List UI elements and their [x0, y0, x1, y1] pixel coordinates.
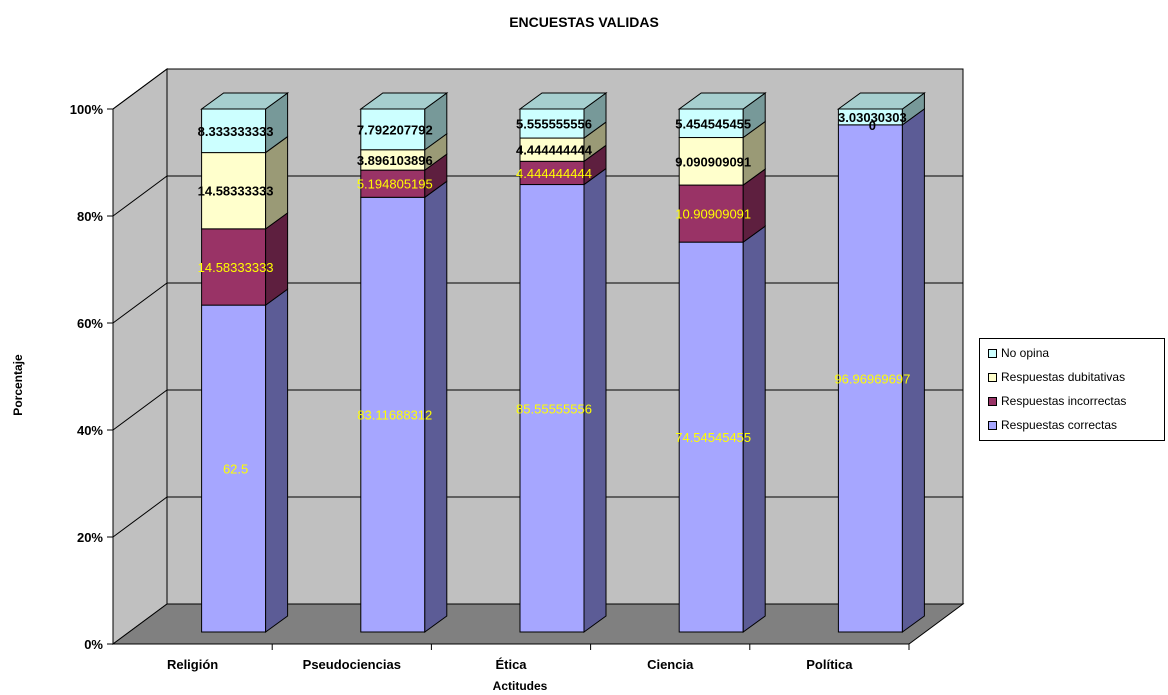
x-tick-label-pseudociencias: Pseudociencias [303, 657, 401, 672]
bar-pseudociencias-no-opina [360, 108, 426, 151]
x-tick-label-politica: Política [806, 657, 853, 672]
bar-top-ciencia [677, 92, 767, 110]
y-tick-label: 0% [84, 637, 103, 652]
bar-politica-respuestas-correctas-side [901, 107, 925, 633]
bar-politica-respuestas-correctas [837, 124, 903, 633]
legend-item-respuestas-correctas: Respuestas correctas [988, 417, 1117, 433]
y-tick-label: 20% [77, 530, 103, 545]
bar-top-religion [200, 92, 290, 110]
bar-ciencia-respuestas-correctas [678, 241, 744, 633]
y-tick-label: 40% [77, 423, 103, 438]
bar-top-politica [836, 92, 926, 110]
data-label-pseudociencias-respuestas-dubitativas: 3.896103896 [357, 153, 433, 168]
bar-ciencia-respuestas-correctas-side [742, 225, 766, 633]
legend-item-no-opina: No opina [988, 345, 1049, 361]
legend-label-no-opina: No opina [1001, 346, 1050, 360]
data-label-pseudociencias-respuestas-correctas: 83.11688312 [357, 408, 432, 423]
data-label-pseudociencias-no-opina: 7.792207792 [357, 122, 433, 137]
data-label-etica-respuestas-incorrectas: 4.444444444 [516, 166, 592, 181]
bar-ciencia-respuestas-incorrectas [678, 184, 744, 243]
side-wall [112, 68, 168, 645]
data-label-politica-respuestas-correctas: 96.96969697 [834, 371, 910, 386]
bar-etica-respuestas-correctas-side [583, 167, 607, 633]
chart-title: ENCUESTAS VALIDAS [509, 14, 659, 30]
x-tick-label-etica: Ética [495, 657, 527, 672]
data-label-etica-respuestas-dubitativas: 4.444444444 [516, 143, 593, 158]
bar-religion-respuestas-dubitativas [201, 152, 267, 230]
x-axis-title: Actitudes [492, 679, 548, 693]
data-label-ciencia-respuestas-incorrectas: 10.90909091 [675, 207, 751, 222]
data-label-religion-respuestas-dubitativas: 14.58333333 [198, 184, 274, 199]
data-label-politica-no-opina: 3.03030303 [838, 110, 907, 125]
data-label-ciencia-no-opina: 5.454545455 [675, 116, 751, 131]
bar-pseudociencias-respuestas-correctas-side [424, 180, 448, 633]
legend-label-respuestas-correctas: Respuestas correctas [1001, 418, 1118, 432]
legend-item-respuestas-dubitativas: Respuestas dubitativas [988, 369, 1125, 385]
data-label-ciencia-respuestas-correctas: 74.54545455 [675, 430, 751, 445]
bar-ciencia-respuestas-dubitativas [678, 137, 744, 186]
bar-etica-no-opina [519, 108, 585, 139]
bar-religion-respuestas-incorrectas [201, 228, 267, 306]
bar-religion-respuestas-correctas-side [265, 288, 289, 633]
legend: No opina Respuestas dubitativas Respuest… [979, 338, 1165, 441]
x-tick-label-religion: Religión [167, 657, 218, 672]
bar-etica-respuestas-correctas [519, 184, 585, 633]
data-label-ciencia-respuestas-dubitativas: 9.090909091 [675, 154, 751, 169]
data-label-pseudociencias-respuestas-incorrectas: 5.194805195 [357, 177, 433, 192]
legend-label-respuestas-incorrectas: Respuestas incorrectas [1001, 394, 1127, 408]
data-label-religion-respuestas-incorrectas: 14.58333333 [198, 260, 274, 275]
legend-swatch-respuestas-dubitativas [988, 372, 997, 382]
data-label-etica-no-opina: 5.555555556 [516, 117, 592, 132]
bar-pseudociencias-respuestas-incorrectas [360, 169, 426, 198]
legend-item-respuestas-incorrectas: Respuestas incorrectas [988, 393, 1126, 409]
bar-top-etica [518, 92, 608, 110]
y-tick-label: 60% [77, 316, 103, 331]
y-tick-label: 100% [70, 102, 104, 117]
data-label-politica-respuestas-dubitativas: 0 [869, 118, 876, 133]
legend-swatch-respuestas-incorrectas [988, 396, 997, 406]
legend-label-respuestas-dubitativas: Respuestas dubitativas [1001, 370, 1126, 384]
data-label-religion-no-opina: 8.333333333 [198, 124, 274, 139]
legend-swatch-respuestas-correctas [988, 420, 997, 430]
y-axis-title: Porcentaje [11, 354, 25, 416]
bar-religion-respuestas-correctas [201, 304, 267, 633]
gridline [112, 68, 963, 110]
bar-religion-no-opina [201, 108, 267, 154]
legend-swatch-no-opina [988, 348, 997, 358]
y-tick-label: 80% [77, 209, 103, 224]
data-label-religion-respuestas-correctas: 62.5 [223, 462, 248, 477]
bar-top-pseudociencias [359, 92, 449, 110]
x-tick-label-ciencia: Ciencia [647, 657, 694, 672]
data-label-etica-respuestas-correctas: 85.55555556 [516, 401, 592, 416]
